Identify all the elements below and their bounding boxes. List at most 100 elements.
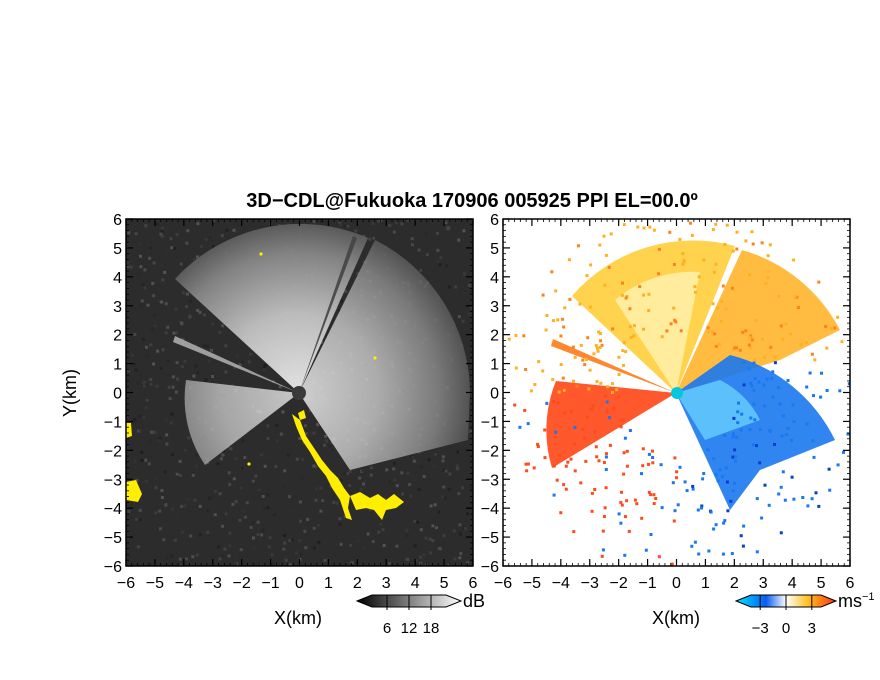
noise-pixel (160, 229, 164, 233)
noise-pixel (190, 496, 194, 500)
noise-pixel (444, 469, 448, 473)
velocity-speckle (607, 265, 611, 269)
noise-pixel (183, 448, 187, 452)
noise-pixel (290, 538, 294, 542)
velocity-speckle (700, 504, 704, 508)
noise-pixel (462, 229, 466, 233)
noise-pixel (227, 520, 231, 524)
noise-pixel (196, 255, 199, 259)
velocity-speckle (749, 346, 753, 350)
velocity-ytick-label: 3 (490, 299, 499, 316)
noise-pixel (400, 471, 404, 475)
velocity-speckle (768, 428, 772, 432)
noise-pixel (279, 432, 283, 436)
reflectivity-colorbar-unit: dB (463, 591, 485, 611)
velocity-speckle (622, 341, 626, 345)
velocity-speckle (760, 241, 764, 245)
velocity-speckle (751, 242, 755, 246)
velocity-speckle (805, 422, 809, 426)
noise-pixel (234, 457, 238, 461)
noise-pixel (317, 524, 321, 527)
noise-pixel (234, 562, 238, 566)
noise-pixel (176, 377, 180, 381)
noise-pixel (224, 344, 228, 348)
velocity-speckle (575, 384, 579, 388)
velocity-speckle (749, 381, 752, 385)
noise-pixel (236, 379, 240, 383)
noise-pixel (139, 254, 142, 258)
velocity-speckle (840, 340, 844, 344)
noise-pixel (335, 501, 339, 505)
noise-pixel (154, 431, 158, 435)
velocity-speckle (785, 433, 789, 437)
velocity-speckle (611, 327, 615, 331)
velocity-speckle (522, 334, 526, 338)
velocity-speckle (812, 455, 816, 459)
velocity-xtick-label: −3 (581, 575, 599, 592)
noise-pixel (242, 509, 246, 513)
noise-pixel (260, 533, 264, 537)
noise-pixel (464, 527, 468, 531)
noise-pixel (405, 529, 409, 533)
noise-pixel (343, 515, 347, 519)
velocity-speckle (755, 497, 759, 501)
reflectivity-colorbar-label: 12 (401, 620, 418, 637)
velocity-speckle (566, 460, 570, 464)
noise-pixel (424, 536, 428, 540)
velocity-speckle (689, 221, 692, 225)
noise-pixel (288, 563, 292, 566)
noise-pixel (141, 282, 145, 286)
velocity-speckle (747, 367, 751, 371)
velocity-speckle (657, 247, 661, 251)
velocity-speckle (683, 480, 687, 484)
velocity-xtick-label: 0 (672, 575, 681, 592)
noise-pixel (344, 289, 348, 293)
noise-pixel (442, 534, 446, 538)
velocity-speckle (628, 429, 632, 432)
noise-pixel (270, 447, 274, 451)
velocity-sector-west (546, 381, 676, 468)
velocity-speckle (526, 462, 530, 466)
velocity-speckle (744, 239, 748, 243)
echo-sector-north (175, 223, 368, 393)
noise-pixel (263, 464, 267, 468)
velocity-speckle (621, 418, 625, 422)
noise-pixel (359, 487, 363, 491)
velocity-speckle (619, 425, 623, 429)
noise-pixel (335, 307, 339, 311)
velocity-speckle (763, 356, 767, 360)
velocity-speckle (563, 411, 567, 415)
velocity-speckle (620, 293, 624, 297)
velocity-speckle (599, 381, 603, 385)
noise-pixel (314, 465, 318, 469)
velocity-speckle (842, 450, 845, 454)
noise-pixel (406, 471, 410, 475)
velocity-speckle (827, 467, 831, 471)
noise-pixel (343, 471, 347, 475)
noise-pixel (210, 322, 214, 326)
noise-pixel (321, 499, 325, 503)
noise-pixel (401, 492, 404, 496)
velocity-speckle (711, 330, 714, 334)
noise-pixel (356, 539, 360, 543)
velocity-speckle (734, 455, 738, 459)
noise-pixel (354, 229, 358, 233)
velocity-speckle (767, 503, 771, 507)
noise-pixel (275, 423, 279, 427)
noise-pixel (289, 510, 293, 513)
noise-pixel (454, 285, 458, 289)
velocity-speckle (738, 348, 742, 352)
noise-pixel (136, 545, 140, 549)
noise-pixel (144, 224, 148, 228)
velocity-speckle (675, 476, 678, 480)
velocity-speckle (706, 448, 710, 452)
noise-pixel (437, 510, 441, 514)
noise-pixel (224, 370, 228, 374)
velocity-speckle-layer (507, 221, 850, 566)
velocity-speckle (624, 515, 627, 519)
velocity-speckle (806, 504, 810, 508)
noise-pixel (186, 292, 189, 296)
velocity-speckle (709, 510, 713, 514)
noise-pixel (388, 224, 392, 227)
noise-pixel (130, 499, 133, 503)
